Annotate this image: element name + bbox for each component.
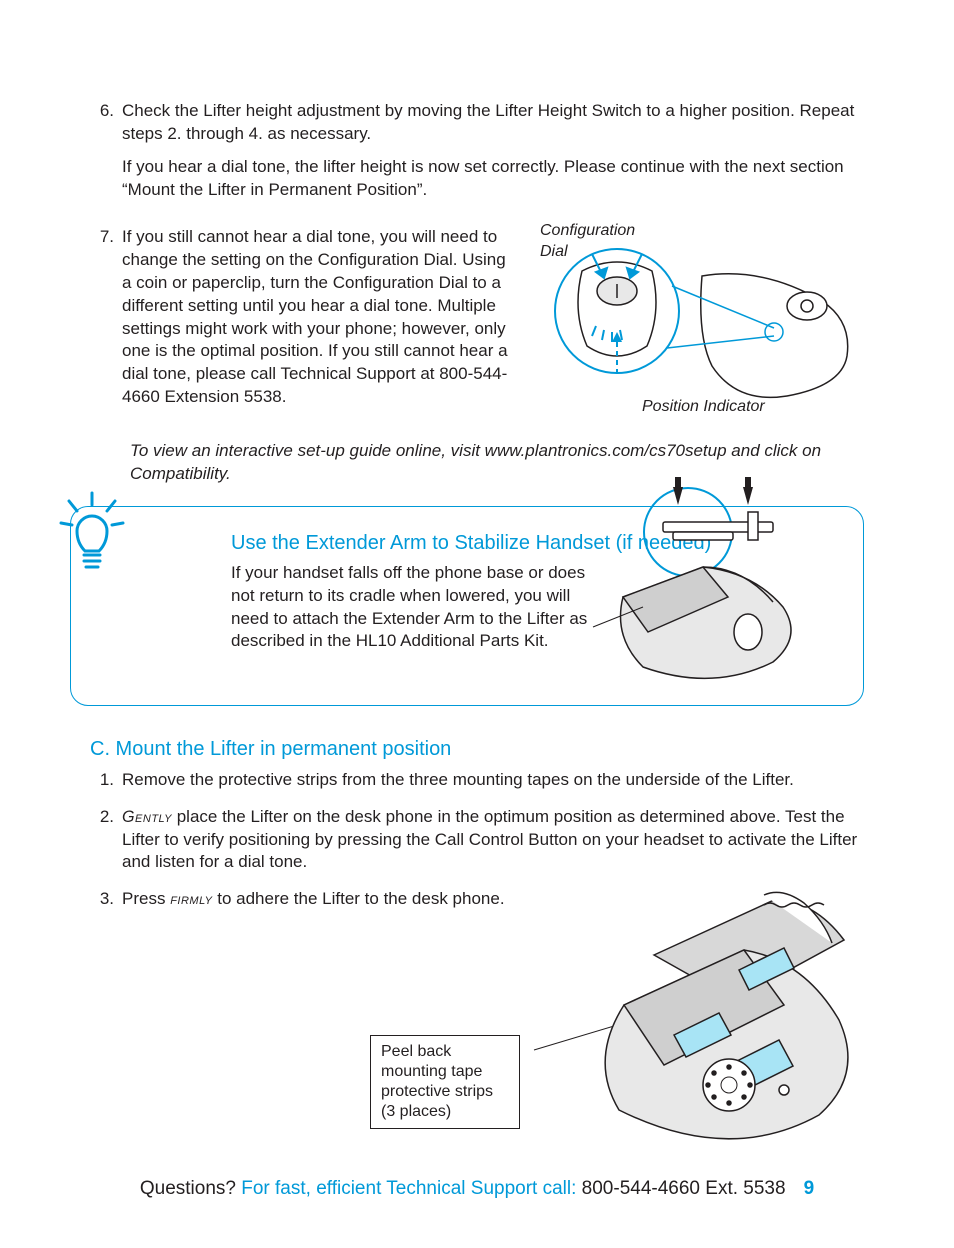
step-c1-body: Remove the protective strips from the th… [122, 769, 864, 792]
mounting-illustration-area: Peel back mounting tape protective strip… [90, 925, 864, 1195]
step-c1: 1. Remove the protective strips from the… [90, 769, 864, 792]
step-7-row: If you still cannot hear a dial tone, yo… [122, 226, 864, 426]
step-c2: 2. Gently place the Lifter on the desk p… [90, 806, 864, 875]
step-c2-number: 2. [90, 806, 122, 875]
step-6-body: Check the Lifter height adjustment by mo… [122, 100, 864, 212]
footer-support-text: For fast, efficient Technical Support ca… [236, 1178, 582, 1199]
step-c3-pre: Press [122, 889, 170, 908]
mounting-svg [474, 875, 894, 1175]
label-position-indicator: Position Indicator [642, 396, 765, 418]
step-c3-number: 3. [90, 888, 122, 911]
footer-questions: Questions? [140, 1178, 236, 1199]
step-7-number: 7. [90, 226, 122, 426]
page-number: 9 [804, 1178, 815, 1199]
step-c2-gently: Gently [122, 808, 172, 826]
step-c2-body: Gently place the Lifter on the desk phon… [122, 806, 864, 875]
footer-phone: 800-544-4660 Ext. 5538 [582, 1178, 786, 1199]
step-6-p1: Check the Lifter height adjustment by mo… [122, 100, 864, 146]
section-c-heading: C. Mount the Lifter in permanent positio… [90, 736, 864, 763]
step-c3-post: to adhere the Lifter to the desk phone. [213, 889, 505, 908]
step-c1-number: 1. [90, 769, 122, 792]
tip-box: Use the Extender Arm to Stabilize Handse… [70, 506, 864, 706]
lightbulb-icon [57, 491, 127, 581]
step-6-number: 6. [90, 100, 122, 212]
step-6-p2: If you hear a dial tone, the lifter heig… [122, 156, 864, 202]
step-7-text: If you still cannot hear a dial tone, yo… [122, 226, 512, 420]
step-7: 7. If you still cannot hear a dial tone,… [90, 226, 864, 426]
step-c2-post: place the Lifter on the desk phone in th… [122, 807, 857, 872]
footer: Questions? For fast, efficient Technical… [0, 1176, 954, 1202]
extender-arm-svg [553, 477, 853, 687]
tip-body: If your handset falls off the phone base… [231, 562, 591, 654]
step-c3-firmly: firmly [170, 890, 212, 908]
step-6: 6. Check the Lifter height adjustment by… [90, 100, 864, 212]
config-dial-diagram: Configuration Dial [512, 226, 864, 426]
step-7-p1: If you still cannot hear a dial tone, yo… [122, 226, 512, 410]
